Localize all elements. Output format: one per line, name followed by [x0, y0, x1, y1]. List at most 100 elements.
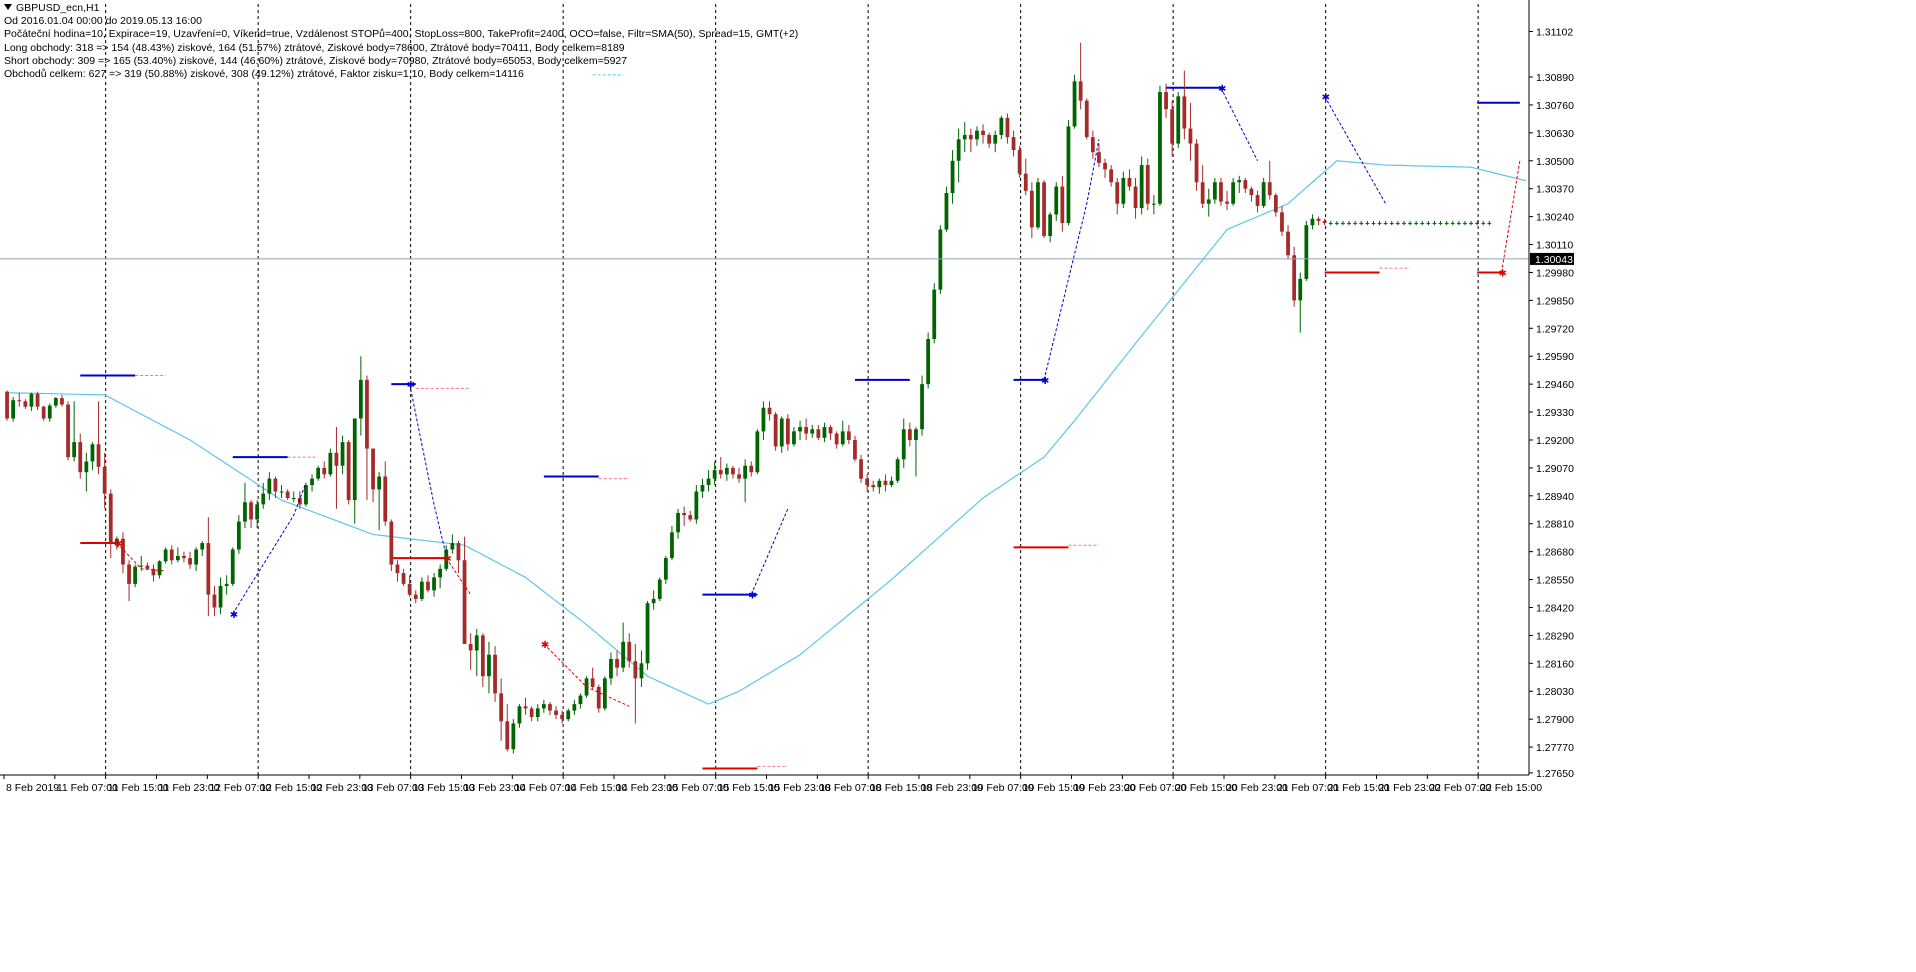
- sell-trade-path: [116, 542, 166, 572]
- candle-body: [1139, 165, 1144, 209]
- y-tick-label: 1.28550: [1536, 575, 1574, 587]
- candle-body: [47, 405, 52, 419]
- candle-body: [1365, 223, 1370, 225]
- candle-body: [627, 641, 632, 662]
- candle-body: [932, 289, 937, 340]
- candle-body: [1097, 152, 1101, 163]
- candle-body: [1103, 162, 1107, 170]
- candle-body: [657, 579, 662, 599]
- candle-body: [822, 427, 827, 438]
- candle-body: [1127, 177, 1132, 187]
- x-tick-label: 18 Feb 15:00: [870, 782, 932, 794]
- candle-body: [1304, 225, 1309, 279]
- candle-body: [151, 568, 156, 576]
- candle-body: [1292, 255, 1297, 301]
- candle-body: [72, 442, 77, 458]
- collapse-triangle-icon[interactable]: [4, 4, 12, 10]
- candle-body: [1066, 126, 1071, 224]
- candle-body: [1463, 223, 1467, 225]
- buy-trade-path: [1324, 96, 1387, 204]
- current-price-tag: [1530, 252, 1574, 265]
- candle-body: [23, 401, 28, 407]
- candle-body: [731, 467, 735, 475]
- candle-body: [548, 704, 552, 711]
- sell-trade-path: [1501, 160, 1521, 273]
- candle-body: [328, 452, 333, 475]
- candle-body: [767, 407, 772, 415]
- current-price-line: 1.30043: [0, 252, 1574, 266]
- candle-body: [1219, 182, 1223, 202]
- candle-body: [554, 710, 558, 715]
- candle-body: [975, 130, 979, 140]
- y-tick-label: 1.30240: [1536, 212, 1574, 224]
- candle-body: [962, 135, 967, 140]
- x-tick-label: 19 Feb 15:00: [1023, 782, 1085, 794]
- candle-body: [1072, 81, 1077, 127]
- candle-body: [249, 502, 253, 520]
- candle-body: [1377, 223, 1382, 225]
- candle-body: [926, 339, 931, 385]
- sma-50-line: [7, 160, 1527, 705]
- candle-body: [1084, 100, 1089, 138]
- x-tick-label: 20 Feb 23:00: [1226, 782, 1288, 794]
- x-tick-label: 11 Feb 07:00: [57, 782, 118, 794]
- candle-body: [1432, 223, 1437, 225]
- y-tick-label: 1.28030: [1536, 686, 1574, 698]
- candle-body: [297, 497, 302, 505]
- info-line-short-trades: Short obchody: 309 => 165 (53.40%) zisko…: [4, 54, 628, 67]
- x-tick-label: 14 Feb 15:00: [565, 782, 627, 794]
- candle-body: [1249, 188, 1254, 196]
- candle-body: [743, 465, 748, 479]
- candle-body: [1469, 223, 1473, 225]
- candle-body: [968, 135, 973, 140]
- trade-entry-marker: ✱: [1499, 268, 1507, 279]
- candle-body: [17, 400, 22, 402]
- candle-body: [999, 117, 1004, 135]
- candle-body: [816, 429, 821, 438]
- x-tick-label: 19 Feb 23:00: [1074, 782, 1136, 794]
- candle-body: [358, 379, 363, 419]
- candle-body: [663, 558, 668, 580]
- candle-body: [1115, 182, 1120, 204]
- candle-body: [895, 459, 900, 481]
- candle-body: [1017, 150, 1022, 174]
- candle-body: [206, 543, 211, 595]
- x-tick-label: 12 Feb 07:00: [209, 782, 271, 794]
- candle-body: [950, 160, 955, 193]
- candle-body: [1164, 92, 1168, 110]
- y-tick-label: 1.29720: [1536, 323, 1574, 335]
- candle-body: [1450, 223, 1455, 225]
- candle-body: [1042, 182, 1046, 236]
- x-tick-label: 13 Feb 15:00: [413, 782, 475, 794]
- candle-body: [1048, 214, 1053, 236]
- candle-body: [981, 130, 985, 136]
- candle-body: [706, 478, 711, 486]
- candle-body: [1310, 218, 1315, 226]
- candle-body: [1255, 195, 1260, 206]
- candle-body: [145, 565, 150, 569]
- candle-body: [285, 491, 290, 498]
- candle-body: [1225, 201, 1229, 204]
- candle-body: [340, 442, 345, 466]
- trade-entry-marker: ✱: [407, 380, 415, 391]
- candle-body: [316, 467, 321, 479]
- candle-body: [1158, 92, 1162, 204]
- candle-body: [572, 704, 577, 711]
- y-tick-label: 1.27770: [1536, 742, 1574, 754]
- candle-body: [1011, 137, 1016, 151]
- candle-body: [694, 491, 699, 520]
- candle-body: [712, 470, 717, 479]
- candle-body: [1029, 190, 1034, 228]
- candle-body: [877, 480, 882, 488]
- candle-body: [1371, 223, 1376, 225]
- candle-body: [785, 418, 790, 445]
- candle-body: [1200, 182, 1205, 204]
- candle-body: [920, 384, 924, 430]
- candle-body: [670, 532, 674, 559]
- candle-body: [828, 427, 833, 434]
- candle-body: [444, 549, 449, 569]
- candle-body: [590, 678, 595, 687]
- y-tick-label: 1.29590: [1536, 351, 1574, 363]
- candle-body: [66, 404, 70, 458]
